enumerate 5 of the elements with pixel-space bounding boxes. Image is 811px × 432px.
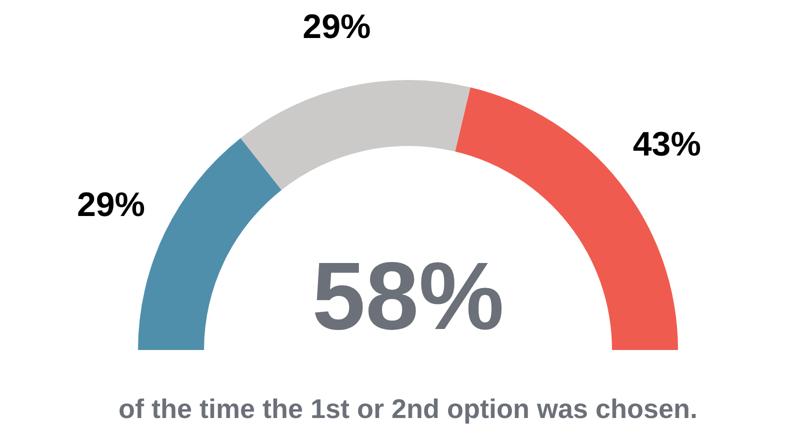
text: 58% [312,243,504,350]
data-label: 43% [632,125,701,164]
text: of the time the 1st or 2nd option was chosen. [118,394,698,424]
data-label: 29% [76,186,146,224]
data-label: 29% [302,8,371,46]
